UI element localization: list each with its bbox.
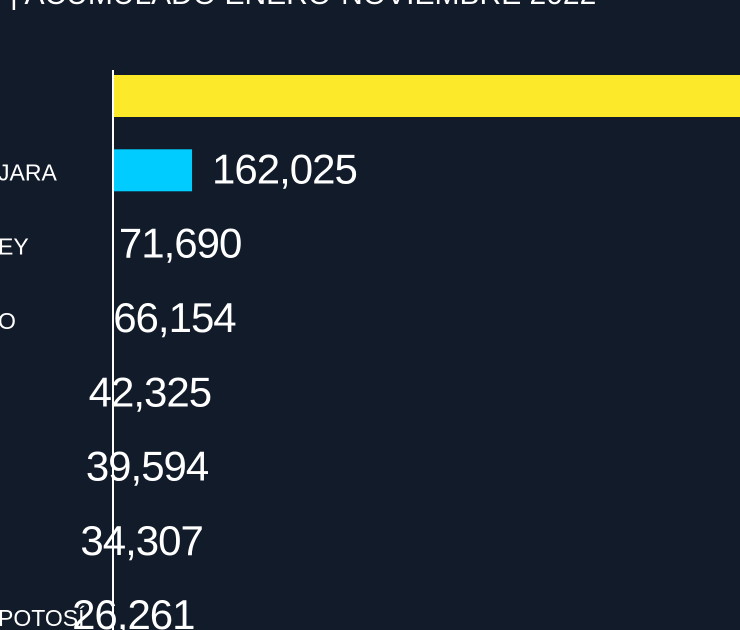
value-label: 42,325 [89,368,211,415]
value-label: 162,025 [212,145,357,192]
bar [113,149,193,192]
value-label: 34,307 [80,517,202,564]
category-label: EY [0,234,29,260]
bar [113,75,740,117]
value-label: 26,261 [72,591,194,630]
value-label: 71,690 [119,220,241,267]
chart-title: | ACUMULADO ENERO-NOVIEMBRE 2022 [10,0,596,11]
category-label: O [0,308,16,334]
value-label: 66,154 [113,294,236,341]
category-label: JARA [0,159,57,185]
category-label: POTOSÍ [0,605,85,630]
value-label: 39,594 [86,443,209,490]
